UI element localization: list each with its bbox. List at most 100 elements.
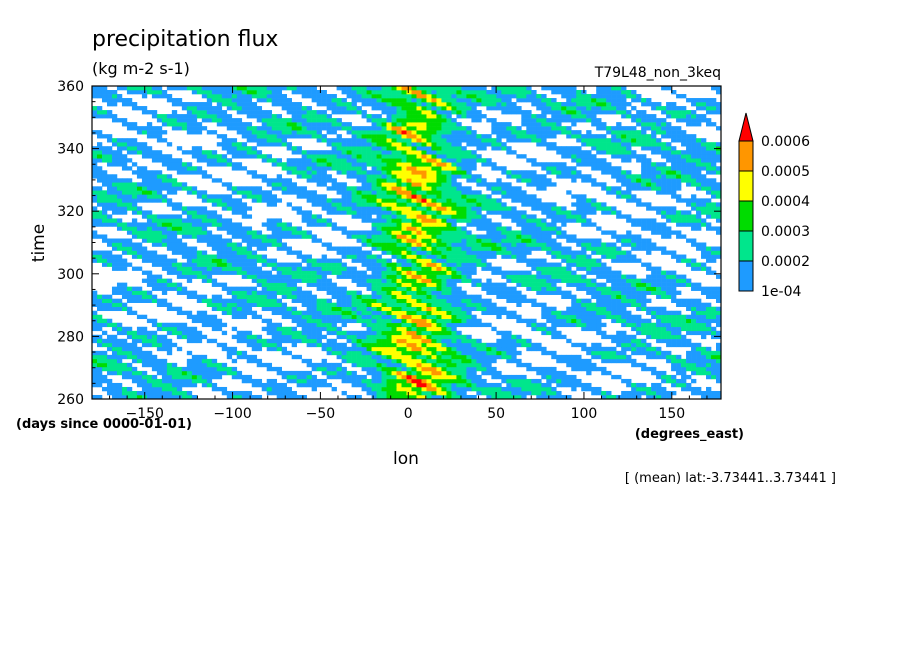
- heatmap-cell: [391, 310, 397, 316]
- heatmap-cell: [406, 170, 412, 175]
- heatmap-cell: [586, 222, 592, 227]
- heatmap-cell: [456, 278, 462, 283]
- heatmap-cell: [381, 338, 387, 344]
- heatmap-cell: [266, 366, 273, 372]
- heatmap-cell: [241, 306, 248, 312]
- heatmap-cell: [391, 226, 397, 231]
- heatmap-cell: [381, 210, 387, 215]
- heatmap-cell: [261, 194, 268, 199]
- heatmap-cell: [101, 250, 108, 255]
- heatmap-cell: [676, 234, 682, 239]
- heatmap-cell: [671, 186, 677, 191]
- heatmap-cell: [236, 290, 243, 295]
- heatmap-cell: [351, 354, 357, 360]
- heatmap-cell: [296, 226, 302, 231]
- heatmap-cell: [161, 174, 168, 179]
- heatmap-cell: [336, 250, 342, 255]
- heatmap-cell: [436, 182, 442, 187]
- heatmap-cell: [366, 258, 372, 263]
- heatmap-cell: [276, 342, 282, 348]
- heatmap-cell: [471, 322, 477, 328]
- heatmap-cell: [261, 294, 268, 299]
- heatmap-cell: [646, 182, 652, 187]
- heatmap-cell: [601, 282, 607, 287]
- heatmap-cell: [486, 262, 492, 267]
- heatmap-cell: [476, 246, 482, 251]
- heatmap-cell: [546, 270, 552, 275]
- heatmap-cell: [386, 170, 392, 175]
- heatmap-cell: [676, 214, 682, 219]
- heatmap-cell: [261, 338, 268, 344]
- heatmap-cell: [416, 334, 422, 340]
- heatmap-cell: [626, 358, 632, 364]
- heatmap-cell: [381, 302, 387, 307]
- heatmap-cell: [491, 210, 497, 215]
- heatmap-cell: [431, 298, 437, 303]
- heatmap-cell: [506, 346, 512, 352]
- heatmap-cell: [311, 386, 317, 392]
- heatmap-cell: [341, 194, 347, 199]
- heatmap-cell: [176, 330, 183, 336]
- heatmap-cell: [421, 290, 427, 295]
- heatmap-cell: [246, 286, 253, 291]
- heatmap-cell: [306, 274, 312, 279]
- heatmap-cell: [186, 274, 193, 279]
- heatmap-cell: [531, 202, 537, 207]
- heatmap-cell: [456, 170, 462, 175]
- heatmap-cell: [461, 186, 467, 191]
- heatmap-cell: [381, 378, 387, 384]
- heatmap-cell: [651, 326, 657, 332]
- heatmap-cell: [406, 174, 412, 179]
- heatmap-cell: [551, 370, 557, 376]
- heatmap-cell: [116, 338, 123, 344]
- heatmap-cell: [716, 334, 722, 340]
- heatmap-cell: [586, 350, 592, 356]
- heatmap-cell: [421, 250, 427, 255]
- heatmap-cell: [591, 182, 597, 187]
- heatmap-cell: [146, 270, 153, 275]
- heatmap-cell: [686, 366, 692, 372]
- heatmap-cell: [211, 282, 218, 287]
- heatmap-cell: [116, 262, 123, 267]
- heatmap-cell: [146, 394, 153, 400]
- heatmap-cell: [476, 214, 482, 219]
- heatmap-cell: [546, 378, 552, 384]
- heatmap-cell: [176, 266, 183, 271]
- heatmap-cell: [156, 234, 163, 239]
- heatmap-cell: [121, 306, 128, 312]
- heatmap-cell: [246, 374, 253, 380]
- heatmap-cell: [191, 394, 198, 400]
- heatmap-cell: [506, 194, 512, 199]
- heatmap-cell: [401, 278, 407, 283]
- heatmap-cell: [281, 314, 287, 320]
- heatmap-cell: [511, 338, 517, 344]
- heatmap-cell: [226, 354, 233, 360]
- heatmap-cell: [206, 274, 213, 279]
- heatmap-cell: [396, 210, 402, 215]
- heatmap-cell: [251, 346, 258, 352]
- heatmap-cell: [501, 374, 507, 380]
- heatmap-cell: [446, 214, 452, 219]
- heatmap-cell: [271, 298, 277, 303]
- heatmap-cell: [206, 302, 213, 307]
- heatmap-cell: [131, 254, 138, 259]
- heatmap-cell: [376, 282, 382, 287]
- heatmap-cell: [381, 374, 387, 380]
- heatmap-cell: [606, 250, 612, 255]
- heatmap-cell: [396, 386, 402, 392]
- heatmap-cell: [516, 230, 522, 235]
- heatmap-cell: [671, 342, 677, 348]
- heatmap-cell: [621, 214, 627, 219]
- heatmap-cell: [546, 262, 552, 267]
- heatmap-cell: [271, 334, 277, 340]
- heatmap-cell: [546, 202, 552, 207]
- heatmap-cell: [306, 310, 312, 316]
- heatmap-cell: [611, 278, 617, 283]
- heatmap-cell: [116, 386, 123, 392]
- heatmap-cell: [266, 234, 273, 239]
- heatmap-cell: [691, 354, 697, 360]
- heatmap-cell: [711, 394, 717, 400]
- heatmap-cell: [276, 386, 282, 392]
- heatmap-cell: [101, 330, 108, 336]
- heatmap-cell: [181, 230, 188, 235]
